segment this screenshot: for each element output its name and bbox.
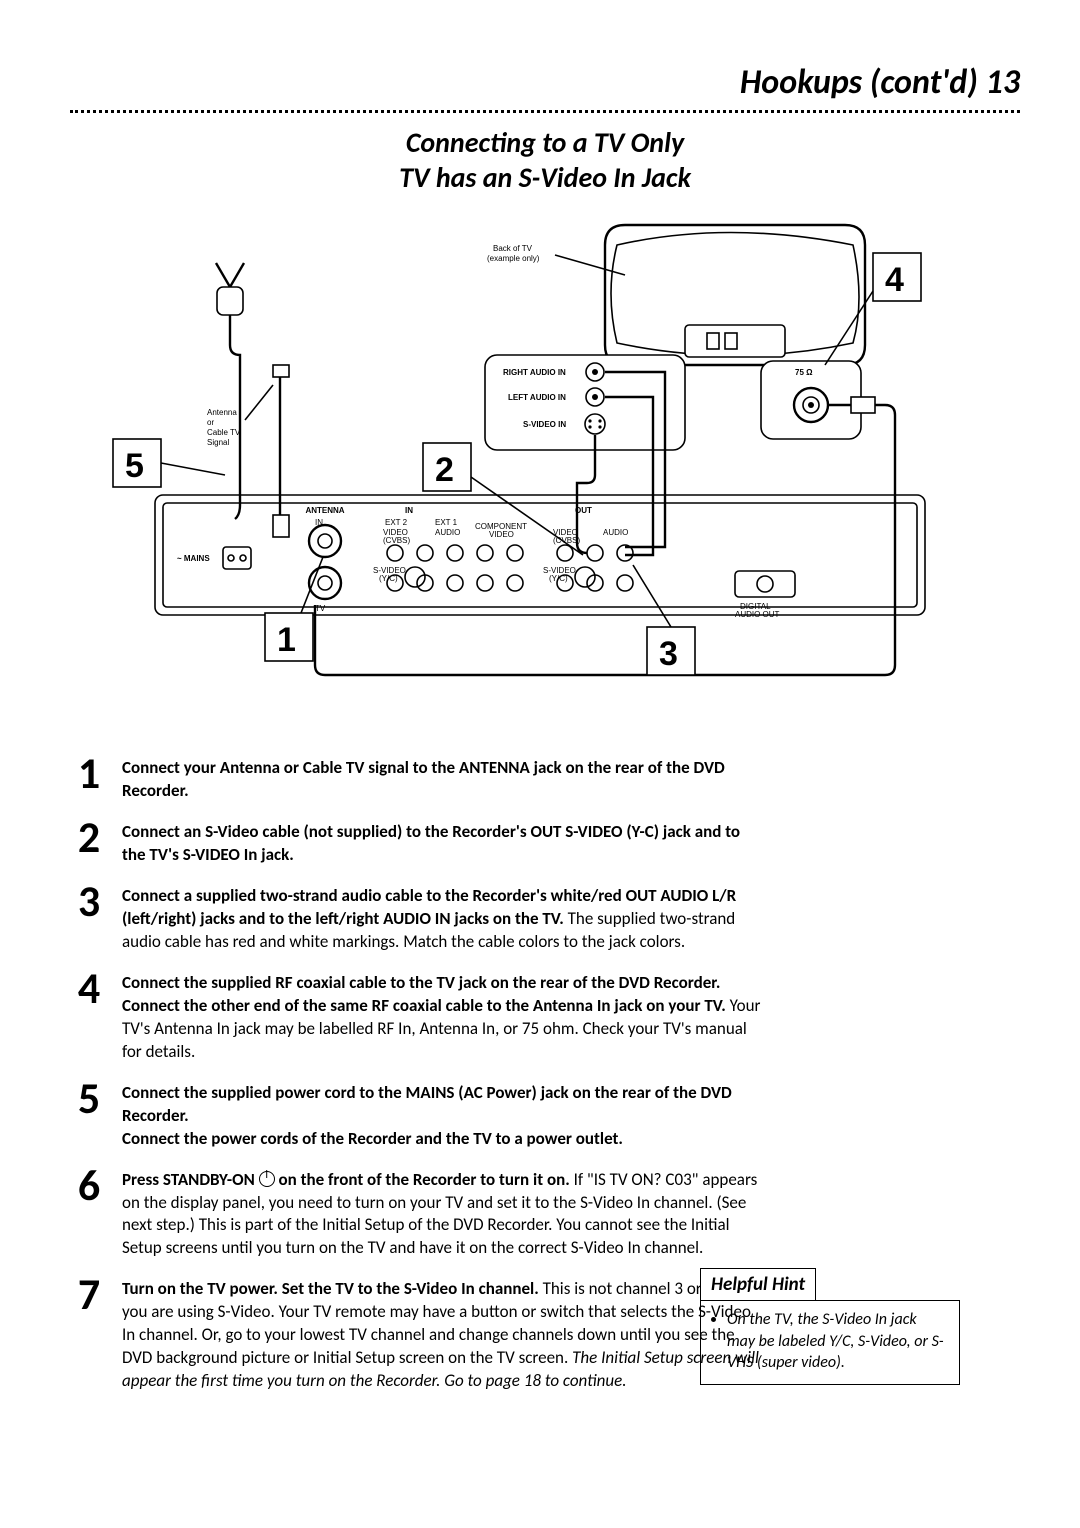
svg-text:RIGHT AUDIO IN: RIGHT AUDIO IN — [503, 368, 566, 377]
step-text: Connect an S-Video cable (not supplied) … — [122, 815, 762, 867]
step-number: 4 — [70, 966, 108, 1010]
page-subhead: Connecting to a TV Only TV has an S-Vide… — [70, 125, 1020, 195]
step-text: Connect the supplied power cord to the M… — [122, 1076, 762, 1151]
step-2: 2 Connect an S-Video cable (not supplied)… — [70, 815, 1020, 867]
svg-text:(Y/C): (Y/C) — [549, 574, 568, 583]
step-number: 7 — [70, 1272, 108, 1316]
svg-text:(Y/C): (Y/C) — [379, 574, 398, 583]
hint-body: On the TV, the S-Video In jack may be la… — [700, 1300, 960, 1385]
svg-text:LEFT AUDIO IN: LEFT AUDIO IN — [508, 393, 566, 402]
svg-text:AUDIO OUT: AUDIO OUT — [735, 610, 780, 619]
svg-text:EXT 1: EXT 1 — [435, 518, 458, 527]
svg-text:5: 5 — [125, 447, 144, 485]
page-header: Hookups (cont'd) 13 — [70, 60, 1020, 106]
svg-text:ANTENNA: ANTENNA — [305, 506, 344, 515]
step-text: Press STANDBY-ON on the front of the Rec… — [122, 1163, 762, 1261]
svg-text:or: or — [207, 418, 214, 427]
step-number: 1 — [70, 751, 108, 795]
step-text: Connect your Antenna or Cable TV signal … — [122, 751, 762, 803]
step-text: Connect the supplied RF coaxial cable to… — [122, 966, 762, 1064]
step-1: 1 Connect your Antenna or Cable TV signal… — [70, 751, 1020, 803]
hint-item: On the TV, the S-Video In jack may be la… — [727, 1309, 947, 1374]
svg-text:3: 3 — [659, 635, 678, 673]
svg-text:75 Ω: 75 Ω — [795, 368, 813, 377]
svg-text:(CVBS): (CVBS) — [383, 536, 410, 545]
svg-text:Cable TV: Cable TV — [207, 428, 241, 437]
svg-text:IN: IN — [315, 518, 323, 527]
step-6: 6 Press STANDBY-ON on the front of the Re… — [70, 1163, 1020, 1261]
step-3: 3 Connect a supplied two-strand audio cab… — [70, 879, 1020, 954]
svg-text:EXT 2: EXT 2 — [385, 518, 408, 527]
diagram-svg: .st { stroke:#000; fill:none; stroke-wid… — [105, 215, 985, 715]
svg-text:IN: IN — [405, 506, 413, 515]
svg-text:1: 1 — [277, 621, 296, 659]
subhead-line1: Connecting to a TV Only — [406, 125, 684, 160]
svg-text:4: 4 — [885, 261, 904, 299]
helpful-hint-box: Helpful Hint On the TV, the S-Video In j… — [700, 1268, 960, 1385]
step-text: Connect a supplied two-strand audio cabl… — [122, 879, 762, 954]
svg-text:(example only): (example only) — [487, 254, 540, 263]
step-number: 6 — [70, 1163, 108, 1207]
step-4: 4 Connect the supplied RF coaxial cable t… — [70, 966, 1020, 1064]
step-text: Turn on the TV power. Set the TV to the … — [122, 1272, 762, 1393]
svg-text:TV: TV — [315, 604, 326, 613]
header-divider — [70, 110, 1020, 113]
svg-text:Back of TV: Back of TV — [493, 244, 533, 253]
svg-text:AUDIO: AUDIO — [603, 528, 628, 537]
hookup-diagram: .st { stroke:#000; fill:none; stroke-wid… — [70, 215, 1020, 722]
subhead-line2: TV has an S-Video In Jack — [399, 160, 691, 195]
svg-text:VIDEO: VIDEO — [489, 530, 514, 539]
step-5: 5 Connect the supplied power cord to the … — [70, 1076, 1020, 1151]
svg-text:~ MAINS: ~ MAINS — [177, 554, 210, 563]
svg-text:Signal: Signal — [207, 438, 229, 447]
step-number: 3 — [70, 879, 108, 923]
svg-text:S-VIDEO IN: S-VIDEO IN — [523, 420, 566, 429]
svg-text:Antenna: Antenna — [207, 408, 237, 417]
hint-title: Helpful Hint — [700, 1268, 816, 1301]
step-number: 5 — [70, 1076, 108, 1120]
svg-text:2: 2 — [435, 451, 454, 489]
svg-text:AUDIO: AUDIO — [435, 528, 460, 537]
power-icon — [259, 1171, 275, 1187]
step-number: 2 — [70, 815, 108, 859]
